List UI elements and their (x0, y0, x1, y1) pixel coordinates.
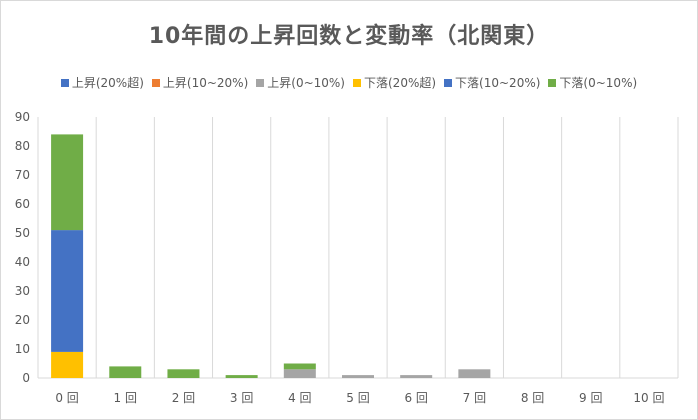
bar-segment (51, 134, 84, 231)
bar-segment (225, 375, 258, 378)
y-tick-label: 70 (15, 168, 30, 182)
legend-label: 下落(10~20%) (455, 76, 541, 90)
legend-label: 上昇(20%超) (71, 76, 144, 90)
bars (51, 134, 491, 378)
bar-segment (51, 230, 84, 352)
x-tick-label: 6 回 (404, 391, 427, 405)
bar-segment (342, 375, 374, 378)
legend-item: 上昇(20%超) (60, 74, 144, 91)
legend-item: 下落(0~10%) (548, 74, 637, 91)
legend-swatch (60, 78, 69, 87)
legend-item: 上昇(0~10%) (256, 74, 345, 91)
y-tick-label: 10 (15, 342, 30, 356)
grid-lines (37, 117, 679, 379)
x-tick-label: 3 回 (230, 391, 253, 405)
y-tick-label: 30 (15, 284, 30, 298)
bar-segment (109, 366, 142, 378)
y-tick-label: 90 (15, 110, 30, 124)
x-tick-label: 10 回 (633, 391, 664, 405)
x-tick-label: 9 回 (579, 391, 602, 405)
bar-segment (400, 375, 433, 378)
legend-label: 上昇(0~10%) (267, 76, 345, 90)
y-tick-label: 60 (15, 197, 30, 211)
legend-label: 上昇(10~20%) (162, 76, 249, 90)
legend-swatch (256, 78, 265, 87)
bar-segment (458, 369, 491, 378)
y-tick-label: 40 (15, 255, 30, 269)
x-tick-label: 4 回 (288, 391, 311, 405)
x-tick-label: 5 回 (346, 391, 369, 405)
legend-swatch (151, 78, 160, 87)
legend-item: 下落(20%超) (353, 74, 436, 91)
chart-legend: 上昇(20%超) 上昇(10~20%) 上昇(0~10%) 下落(20%超) 下落(10… (0, 74, 698, 91)
legend-item: 上昇(10~20%) (151, 74, 249, 91)
legend-item: 下落(10~20%) (444, 74, 540, 91)
y-tick-label: 80 (15, 139, 30, 153)
bar-segment (51, 351, 84, 378)
legend-swatch (353, 78, 361, 87)
legend-label: 下落(20%超) (364, 76, 437, 90)
bar-segment (283, 363, 316, 370)
x-tick-label: 0 回 (55, 391, 78, 405)
bar-segment (283, 369, 316, 378)
y-tick-label: 20 (15, 313, 30, 327)
y-tick-label: 50 (15, 226, 30, 240)
bar-segment (167, 369, 200, 378)
legend-swatch (548, 78, 557, 87)
legend-swatch (444, 78, 453, 87)
y-tick-label: 0 (22, 371, 30, 385)
y-axis-ticks: 0 10 20 30 40 50 60 70 80 90 (15, 110, 30, 385)
x-tick-label: 2 回 (172, 391, 195, 405)
legend-label: 下落(0~10%) (559, 76, 638, 90)
x-tick-label: 1 回 (114, 391, 137, 405)
x-tick-label: 7 回 (463, 391, 486, 405)
x-tick-label: 8 回 (521, 391, 544, 405)
x-axis-ticks: 0 回 1 回 2 回 3 回 4 回 5 回 6 回 7 回 8 回 9 回 10 回 (55, 391, 664, 405)
chart-title: 10年間の上昇回数と変動率（北関東） (148, 24, 550, 49)
